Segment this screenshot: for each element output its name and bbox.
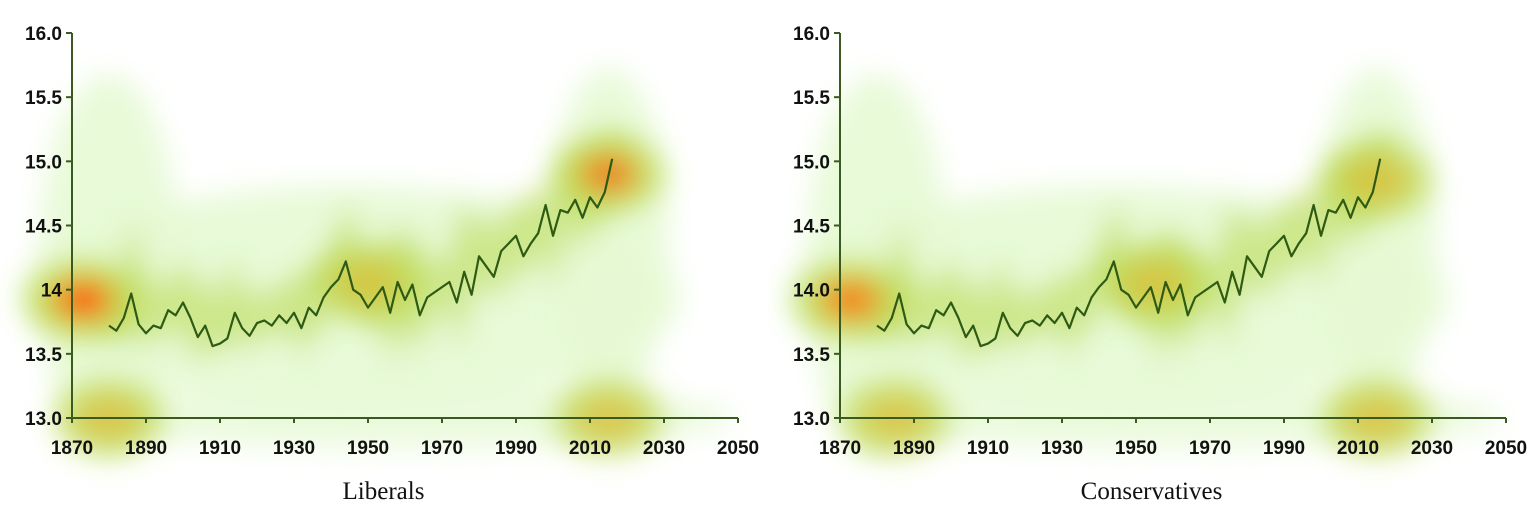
chart-panel-liberals: 16.0 15.5 15.0 14.5 14 13.5 13.0 1870 1890 1910 19… — [0, 0, 767, 511]
x-tick-label: 1930 — [1041, 438, 1083, 459]
x-tick-label: 2050 — [1485, 438, 1527, 459]
series-line — [108, 158, 614, 348]
x-tick-label: 1910 — [199, 438, 241, 459]
density-peak-1 — [1321, 142, 1432, 219]
y-tick-label: 15.0 — [793, 152, 830, 173]
chart-liberals: 16.0 15.5 15.0 14.5 14 13.5 13.0 1870 1890 1910 19… — [19, 24, 759, 459]
x-tick-label: 1990 — [1263, 438, 1305, 459]
x-tick-label: 1930 — [273, 438, 315, 459]
y-tick-label: 16.0 — [793, 24, 830, 45]
x-tick-label: 2050 — [717, 438, 759, 459]
density-peak-4 — [313, 245, 423, 322]
y-tick-label: 13.5 — [793, 345, 830, 366]
x-tick-label: 2030 — [643, 438, 685, 459]
series-line — [876, 158, 1382, 348]
y-tick-label: 13.5 — [25, 345, 62, 366]
y-tick-label: 15.0 — [25, 152, 62, 173]
chart-panel-conservatives: 16.0 15.5 15.0 14.5 14.0 13.5 13.0 1870 1890 1910… — [768, 0, 1535, 511]
y-tick-label: 16.0 — [25, 24, 62, 45]
y-tick-label: 13.0 — [25, 409, 62, 430]
y-tick-label: 14.0 — [793, 281, 830, 302]
x-tick-label: 1890 — [125, 438, 167, 459]
x-tick-label: 1890 — [893, 438, 935, 459]
y-tick-label: 14.5 — [25, 217, 62, 238]
x-tick-label: 1990 — [495, 438, 537, 459]
y-tick-label: 15.5 — [25, 88, 62, 109]
x-tick-label: 1870 — [51, 438, 93, 459]
x-tick-label: 1950 — [1115, 438, 1157, 459]
x-tick-label: 1970 — [1189, 438, 1231, 459]
x-tick-label: 1970 — [421, 438, 463, 459]
chart-caption-conservatives: Conservatives — [1080, 478, 1223, 505]
y-tick-label: 13.0 — [793, 409, 830, 430]
x-tick-label: 2010 — [569, 438, 611, 459]
chart-caption-liberals: Liberals — [342, 478, 425, 505]
x-tick-label: 2030 — [1411, 438, 1453, 459]
x-tick-label: 1870 — [819, 438, 861, 459]
chart-conservatives: 16.0 15.5 15.0 14.5 14.0 13.5 13.0 1870 1890 1910… — [787, 24, 1527, 459]
y-tick-label: 14 — [41, 281, 63, 302]
x-tick-label: 2010 — [1337, 438, 1379, 459]
x-tick-label: 1950 — [347, 438, 389, 459]
density-peak-4 — [1099, 245, 1210, 322]
y-tick-label: 14.5 — [793, 217, 830, 238]
y-tick-label: 15.5 — [793, 88, 830, 109]
x-tick-label: 1910 — [967, 438, 1009, 459]
